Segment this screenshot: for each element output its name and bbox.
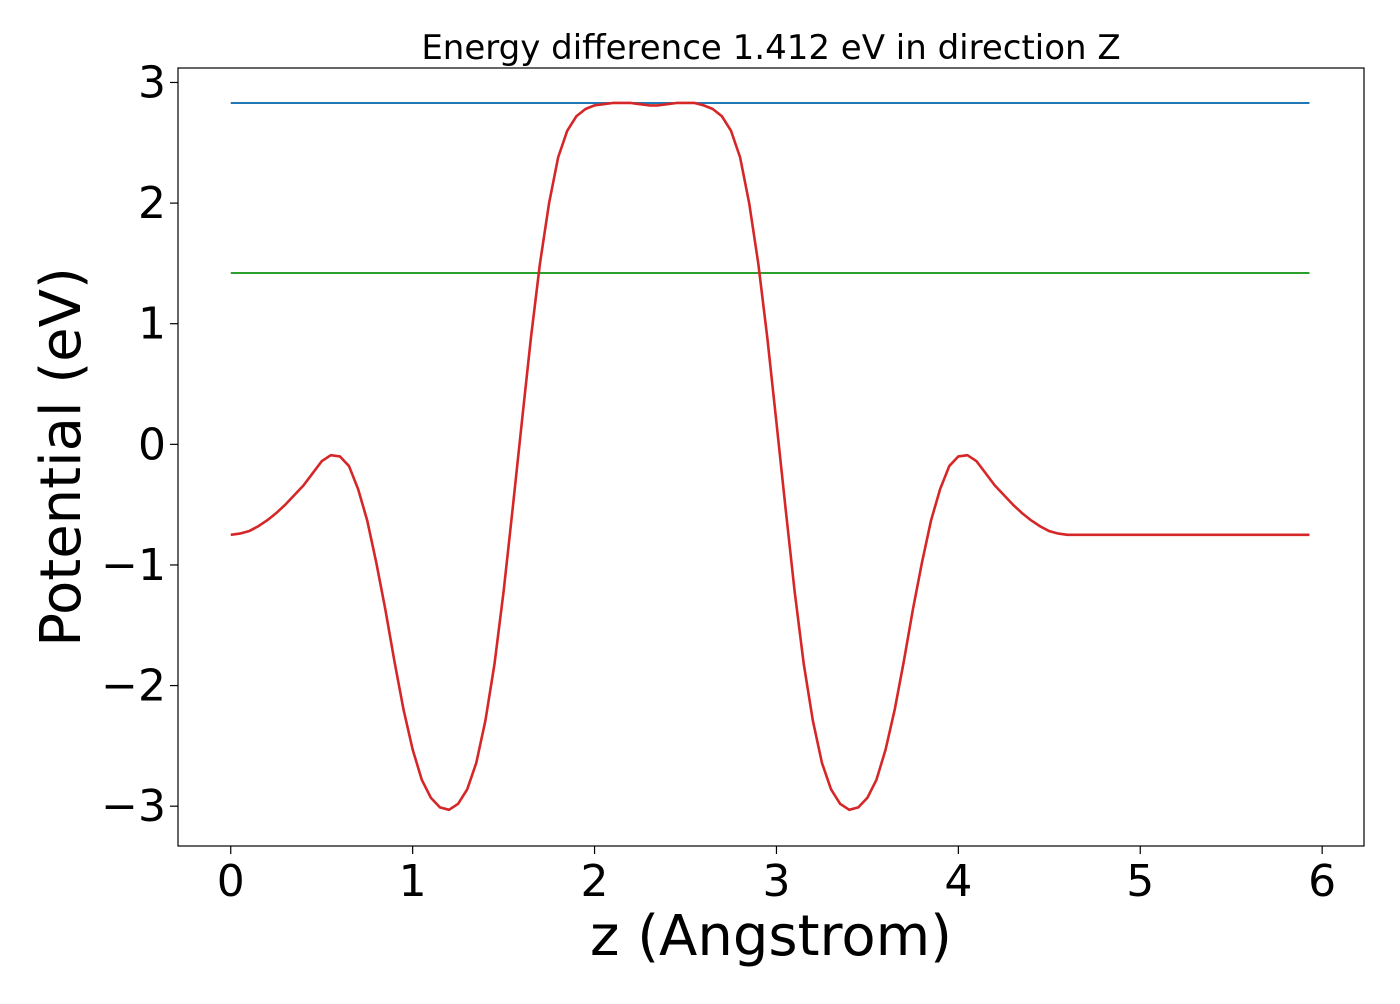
plot-frame [177,67,1365,847]
x-axis-label: z (Angstrom) [590,904,952,969]
x-tick-label: 0 [217,856,245,907]
x-axis-ticks: 0 1 2 3 4 5 6 [217,846,1336,907]
y-axis-ticks: 3 2 1 0 −1 −2 −3 [101,57,178,832]
x-tick-label: 6 [1308,856,1336,907]
x-tick-label: 2 [581,856,609,907]
x-tick-label: 1 [399,856,427,907]
y-tick-label: 2 [138,178,166,229]
y-tick-label: 3 [138,57,166,108]
y-tick-label: −2 [101,661,166,712]
y-tick-label: −1 [101,540,166,591]
plot-area [230,101,1310,812]
series-line-3 [230,101,1310,812]
y-tick-label: 0 [138,419,166,470]
x-tick-label: 4 [944,856,972,907]
y-tick-label: 1 [138,299,166,350]
x-tick-label: 3 [762,856,790,907]
y-axis-label: Potential (eV) [29,267,94,647]
y-tick-label: −3 [101,781,166,832]
chart-title: Energy difference 1.412 eV in direction … [421,28,1120,68]
x-tick-label: 5 [1126,856,1154,907]
